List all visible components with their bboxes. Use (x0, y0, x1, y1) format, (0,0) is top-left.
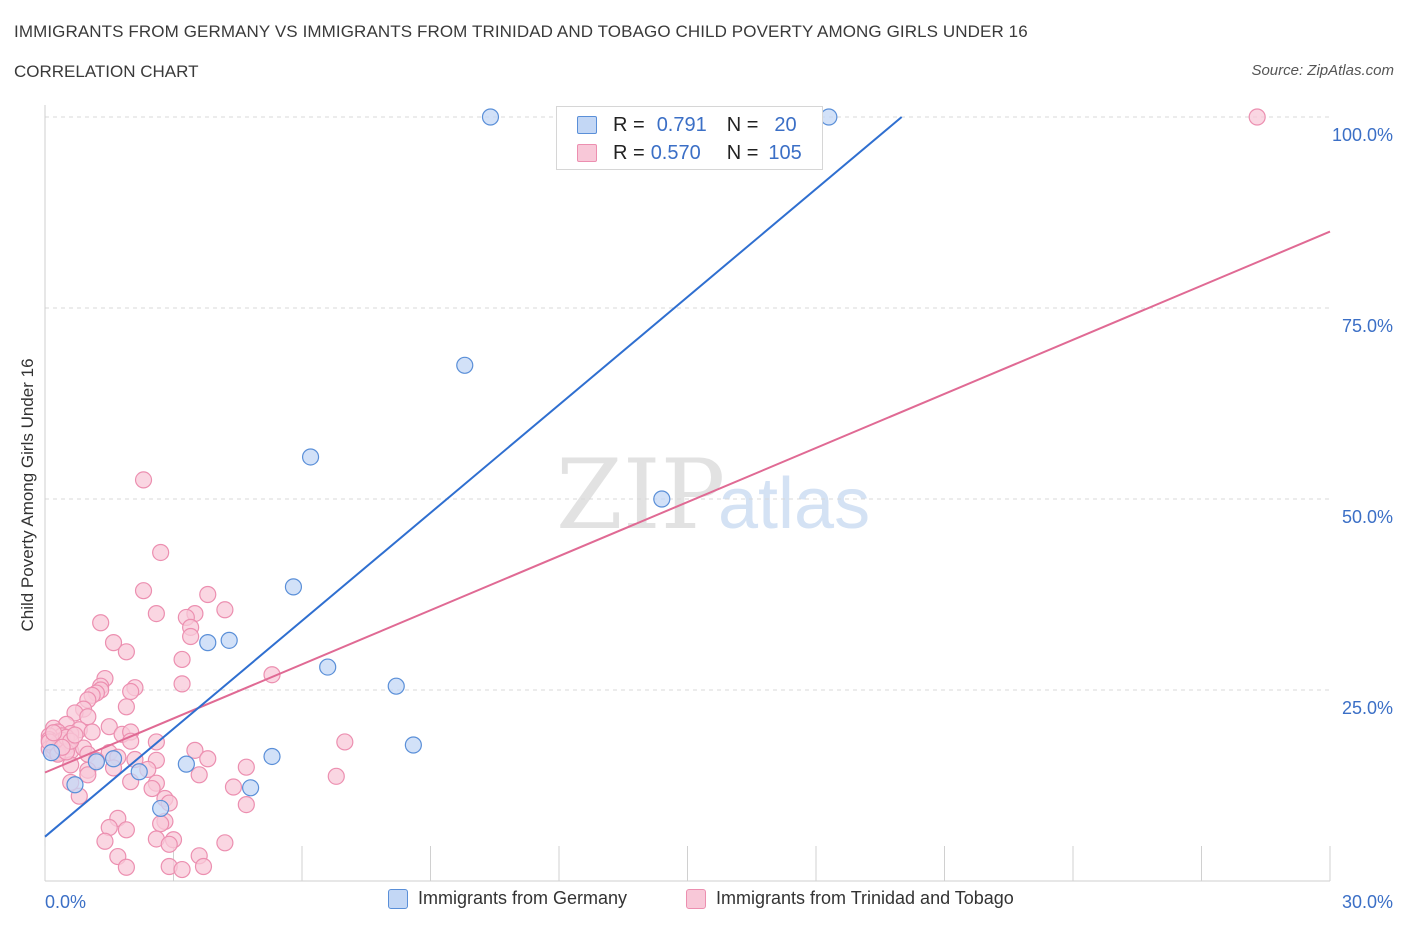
chart-title: IMMIGRANTS FROM GERMANY VS IMMIGRANTS FR… (14, 22, 1028, 41)
point-trinidad (1248, 108, 1266, 126)
point-trinidad (199, 750, 217, 768)
legend-swatch-germany (577, 116, 597, 134)
point-trinidad (92, 614, 110, 632)
series-germany-points (42, 108, 838, 818)
legend-r-label: R = (613, 141, 645, 164)
point-germany (130, 763, 148, 781)
point-trinidad (134, 582, 153, 600)
point-germany (220, 631, 238, 649)
point-germany (387, 677, 405, 695)
point-germany (66, 776, 84, 794)
point-trinidad (83, 723, 101, 741)
point-trinidad (190, 766, 208, 784)
series-legend: Immigrants from Germany Immigrants from … (0, 888, 1406, 916)
series-legend-label-trinidad: Immigrants from Trinidad and Tobago (716, 888, 1014, 908)
series-legend-label-germany: Immigrants from Germany (418, 888, 628, 908)
point-trinidad (147, 604, 165, 623)
correlation-legend: R = 0.791 N = 20 R = 0.570 N = 105 (556, 106, 823, 170)
point-trinidad (122, 682, 140, 701)
point-trinidad (173, 650, 191, 669)
legend-n-value-germany: 20 (774, 113, 797, 136)
y-tick-label: 50.0% (1342, 507, 1393, 527)
point-trinidad (44, 724, 63, 742)
series-legend-swatch-germany (388, 888, 408, 909)
point-trinidad (224, 778, 243, 796)
grid (45, 116, 1330, 691)
legend-n-label: N = (726, 113, 759, 136)
point-trinidad (216, 601, 234, 619)
point-trinidad (327, 767, 345, 785)
point-trinidad (117, 698, 135, 716)
point-trinidad (336, 733, 354, 751)
point-germany (242, 779, 260, 797)
point-germany (177, 755, 195, 773)
point-trinidad (237, 795, 255, 814)
series-legend-trinidad: Immigrants from Trinidad and Tobago (686, 888, 1014, 909)
point-trinidad (152, 815, 170, 833)
legend-r-value-germany: 0.791 (656, 113, 707, 136)
legend-row-trinidad: R = 0.570 N = 105 (577, 139, 802, 167)
watermark-atlas: atlas (718, 464, 870, 544)
watermark-zip: ZIP (556, 439, 725, 551)
point-germany (456, 356, 474, 374)
legend-r-label: R = (613, 113, 645, 136)
y-tick-label: 25.0% (1342, 698, 1393, 718)
point-germany (481, 108, 500, 126)
trendline-germany (44, 116, 903, 838)
trendlines (44, 116, 1331, 838)
point-trinidad (194, 857, 213, 876)
point-trinidad (199, 585, 217, 604)
point-trinidad (173, 860, 191, 879)
point-germany (319, 658, 337, 676)
tick-labels: 25.0% 50.0% 75.0% 100.0% 0.0% 30.0% (45, 125, 1393, 912)
point-trinidad (117, 821, 135, 839)
y-tick-label: 75.0% (1342, 316, 1393, 336)
legend-n-label: N = (726, 141, 759, 164)
point-germany (263, 747, 281, 766)
x-tick-label: 30.0% (1342, 892, 1393, 912)
point-trinidad (79, 766, 97, 784)
point-germany (404, 736, 422, 754)
point-trinidad (152, 543, 170, 562)
point-trinidad (66, 726, 84, 744)
point-germany (820, 108, 838, 126)
point-germany (42, 744, 61, 762)
legend-swatch-trinidad (577, 144, 597, 162)
point-trinidad (100, 718, 118, 736)
point-trinidad (182, 627, 200, 646)
source-credit: Source: ZipAtlas.com (1251, 62, 1394, 79)
point-trinidad (216, 834, 234, 852)
point-germany (301, 448, 320, 466)
point-trinidad (237, 758, 255, 776)
legend-row-germany: R = 0.791 N = 20 (577, 111, 797, 139)
watermark: ZIP atlas (556, 439, 870, 551)
point-germany (199, 634, 217, 652)
point-trinidad (186, 741, 204, 759)
point-germany (653, 490, 671, 508)
point-trinidad (117, 643, 135, 661)
point-trinidad (173, 675, 191, 693)
point-trinidad (134, 471, 153, 489)
point-germany (87, 753, 106, 771)
chart-subtitle: CORRELATION CHART (14, 62, 199, 81)
legend-n-value-trinidad: 105 (768, 141, 802, 164)
point-germany (284, 578, 303, 596)
point-trinidad (117, 858, 135, 876)
x-tick-label: 0.0% (45, 892, 86, 912)
point-germany (104, 750, 123, 768)
point-trinidad (160, 835, 178, 853)
point-trinidad (96, 832, 114, 850)
point-trinidad (143, 779, 161, 798)
point-germany (152, 799, 170, 818)
trendline-trinidad (44, 230, 1331, 774)
series-legend-germany: Immigrants from Germany (388, 888, 627, 909)
series-legend-swatch-trinidad (686, 888, 706, 909)
legend-r-value-trinidad: 0.570 (650, 141, 701, 164)
y-tick-label: 100.0% (1332, 125, 1393, 145)
point-trinidad (104, 634, 123, 652)
